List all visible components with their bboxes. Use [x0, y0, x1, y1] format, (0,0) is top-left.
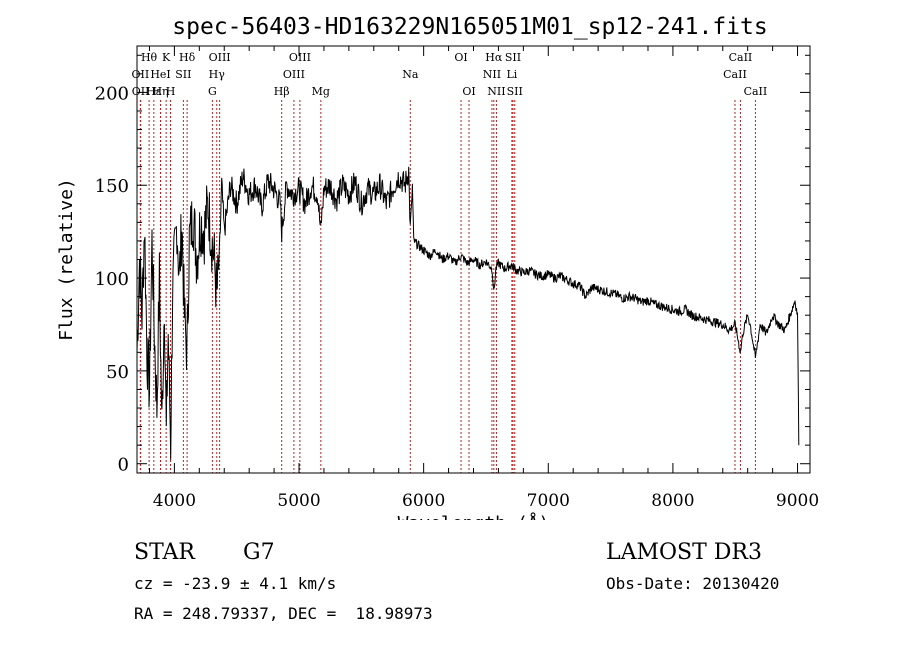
- x-tick-label: 8000: [651, 491, 694, 511]
- line-marker-label: CaII: [723, 68, 747, 81]
- line-marker-label: OI: [454, 51, 467, 64]
- line-marker-label: Hβ: [274, 85, 290, 98]
- line-marker-label: OII: [132, 68, 150, 81]
- line-marker-label: Hγ: [209, 68, 226, 81]
- y-tick-label: 0: [118, 455, 129, 476]
- obs-date-text: Obs-Date: 20130420: [606, 574, 780, 593]
- x-tick-label: 9000: [776, 491, 819, 511]
- spectrum-line: [136, 166, 800, 461]
- line-marker-label: Hα: [485, 51, 503, 64]
- line-marker-label: Hε: [146, 85, 162, 98]
- y-tick-label: 100: [95, 269, 129, 290]
- y-tick-label: 50: [106, 362, 129, 383]
- line-marker-label: Mg: [312, 85, 330, 98]
- object-type: STAR: [134, 540, 195, 565]
- spectrum-chart: spec-56403-HD163229N165051M01_sp12-241.f…: [56, 14, 819, 520]
- x-tick-label: 7000: [527, 491, 570, 511]
- line-marker-label: NII: [487, 85, 505, 98]
- object-subclass: G7: [243, 540, 275, 565]
- y-axis-label: Flux (relative): [56, 178, 77, 341]
- line-marker-label: CaII: [744, 85, 768, 98]
- x-tick-label: 6000: [402, 491, 445, 511]
- line-marker-label: OII: [132, 85, 150, 98]
- line-marker-label: Hδ: [179, 51, 196, 64]
- y-tick-label: 150: [95, 176, 129, 197]
- redshift-text: cz = -23.9 ± 4.1 km/s: [134, 574, 337, 593]
- x-tick-label: 4000: [153, 491, 196, 511]
- x-axis-label: Wavelength (Å): [398, 512, 550, 520]
- line-marker-label: OIII: [289, 51, 311, 64]
- line-marker-label: Hη: [152, 85, 168, 98]
- line-marker-label: OIII: [283, 68, 305, 81]
- line-marker-label: NII: [483, 68, 501, 81]
- line-marker-label: HeI: [150, 68, 170, 81]
- line-marker-label: Hθ: [141, 51, 158, 64]
- line-marker-label: OI: [462, 85, 475, 98]
- y-tick-label: 200: [95, 83, 129, 104]
- axes: 4000 5000 6000 7000 8000 9000 0 50 100 150 200: [95, 46, 819, 511]
- plot-frame: [136, 45, 811, 474]
- line-marker-label: SII: [175, 68, 191, 81]
- line-marker-label: K: [162, 51, 171, 64]
- line-marker-label: SII: [507, 85, 523, 98]
- x-tick-label: 5000: [277, 491, 320, 511]
- line-marker-label: OIII: [209, 51, 231, 64]
- coordinates-text: RA = 248.79337, DEC = 18.98973: [134, 604, 433, 623]
- line-marker-label: CaII: [729, 51, 753, 64]
- line-marker-label: G: [208, 85, 217, 98]
- chart-title: spec-56403-HD163229N165051M01_sp12-241.f…: [172, 14, 767, 40]
- line-marker-label: Li: [506, 68, 517, 81]
- line-marker-label: SII: [505, 51, 521, 64]
- line-marker-label: Na: [402, 68, 419, 81]
- line-marker-label: H: [166, 85, 176, 98]
- survey-name: LAMOST DR3: [606, 540, 762, 565]
- spectrum-series: [136, 166, 800, 461]
